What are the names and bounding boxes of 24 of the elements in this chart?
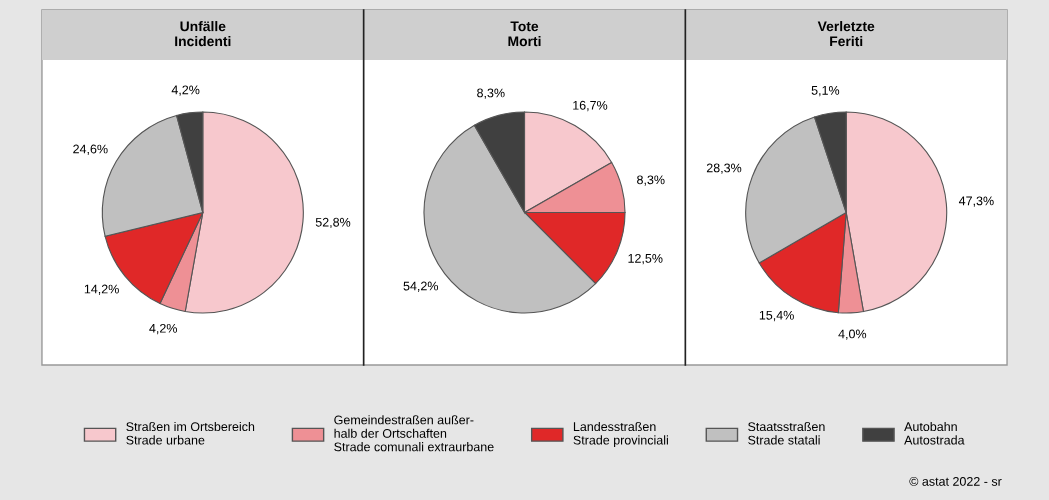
chart-title: Tote Morti	[508, 21, 541, 47]
data-label: 24,6%	[73, 144, 108, 155]
data-label: 54,2%	[403, 281, 439, 292]
data-label: 52,8%	[315, 217, 351, 229]
data-label: 4,0%	[838, 329, 867, 340]
legend-label: Gemeindestraßen außer- halb der Ortschaften Strade comunali extraurbane	[334, 415, 494, 452]
chart-title: Unfälle Incidenti	[175, 21, 231, 47]
legend-label: Autobahn Autostrada	[904, 421, 965, 445]
legend-label: Straßen im Ortsbereich Strade urbane	[126, 421, 255, 445]
data-label: 14,2%	[84, 284, 119, 295]
data-label: 16,7%	[573, 100, 608, 112]
data-label: 15,4%	[759, 310, 794, 322]
data-label: 28,3%	[706, 163, 742, 174]
data-label: 4,2%	[149, 323, 178, 335]
chart-title: Verletzte Feriti	[817, 21, 875, 47]
text: © astat 2022 - sr	[909, 477, 1002, 486]
data-label: 12,5%	[628, 253, 663, 265]
data-label: 8,3%	[637, 175, 665, 186]
data-label: 47,3%	[958, 196, 994, 207]
data-label: 8,3%	[477, 88, 505, 99]
data-label: 4,2%	[171, 85, 200, 96]
legend-label: Landesstraßen Strade provinciali	[573, 421, 668, 448]
data-label: 5,1%	[811, 85, 840, 97]
legend-label: Staatsstraßen Strade statali	[748, 421, 825, 445]
